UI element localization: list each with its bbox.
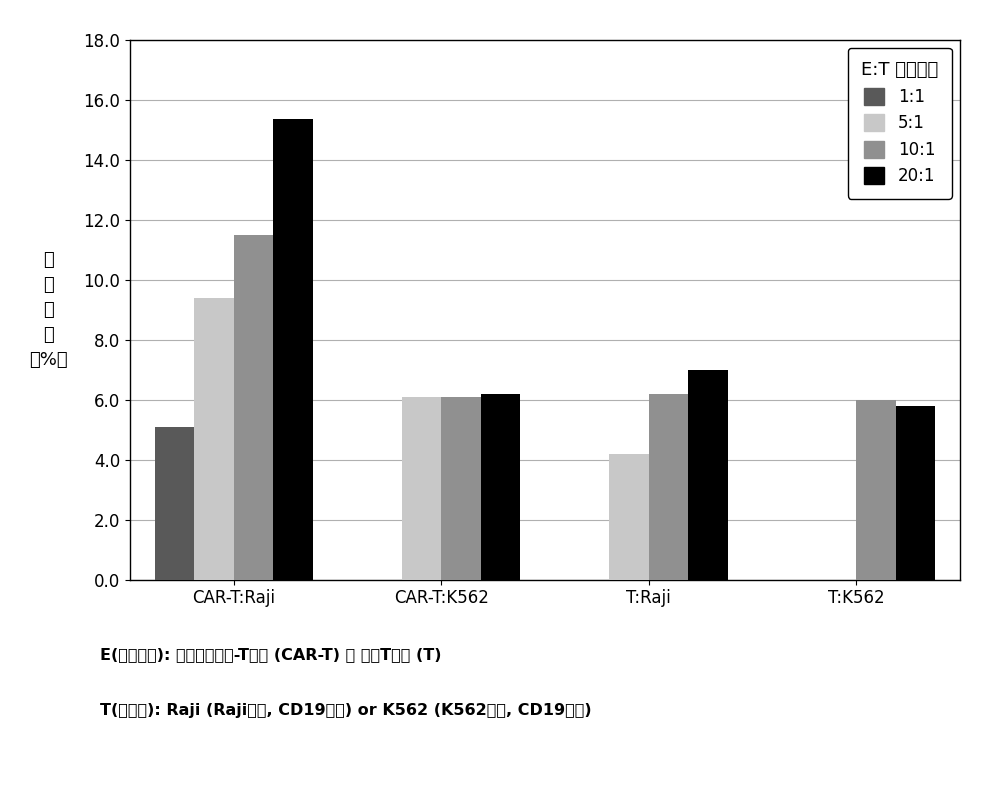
- Bar: [194, 298, 234, 580]
- Bar: [273, 119, 313, 580]
- Bar: [856, 399, 896, 580]
- Text: E(效应细胞): 嵌合抗原受体-T细胞 (CAR-T) 或 正常T细胞 (T): E(效应细胞): 嵌合抗原受体-T细胞 (CAR-T) 或 正常T细胞 (T): [100, 647, 442, 662]
- Bar: [649, 394, 688, 580]
- Y-axis label: 细
胞
毒
性
（%）: 细 胞 毒 性 （%）: [29, 251, 68, 368]
- Bar: [481, 394, 520, 580]
- Bar: [402, 397, 441, 580]
- Bar: [234, 235, 273, 580]
- Legend: 1:1, 5:1, 10:1, 20:1: 1:1, 5:1, 10:1, 20:1: [848, 48, 952, 198]
- Bar: [155, 426, 194, 580]
- Text: T(靶细胞): Raji (Raji细胞, CD19阳性) or K562 (K562细胞, CD19阴性): T(靶细胞): Raji (Raji细胞, CD19阳性) or K562 (K…: [100, 703, 592, 718]
- Bar: [609, 453, 649, 580]
- Bar: [896, 406, 935, 580]
- Bar: [441, 397, 481, 580]
- Bar: [688, 370, 728, 580]
